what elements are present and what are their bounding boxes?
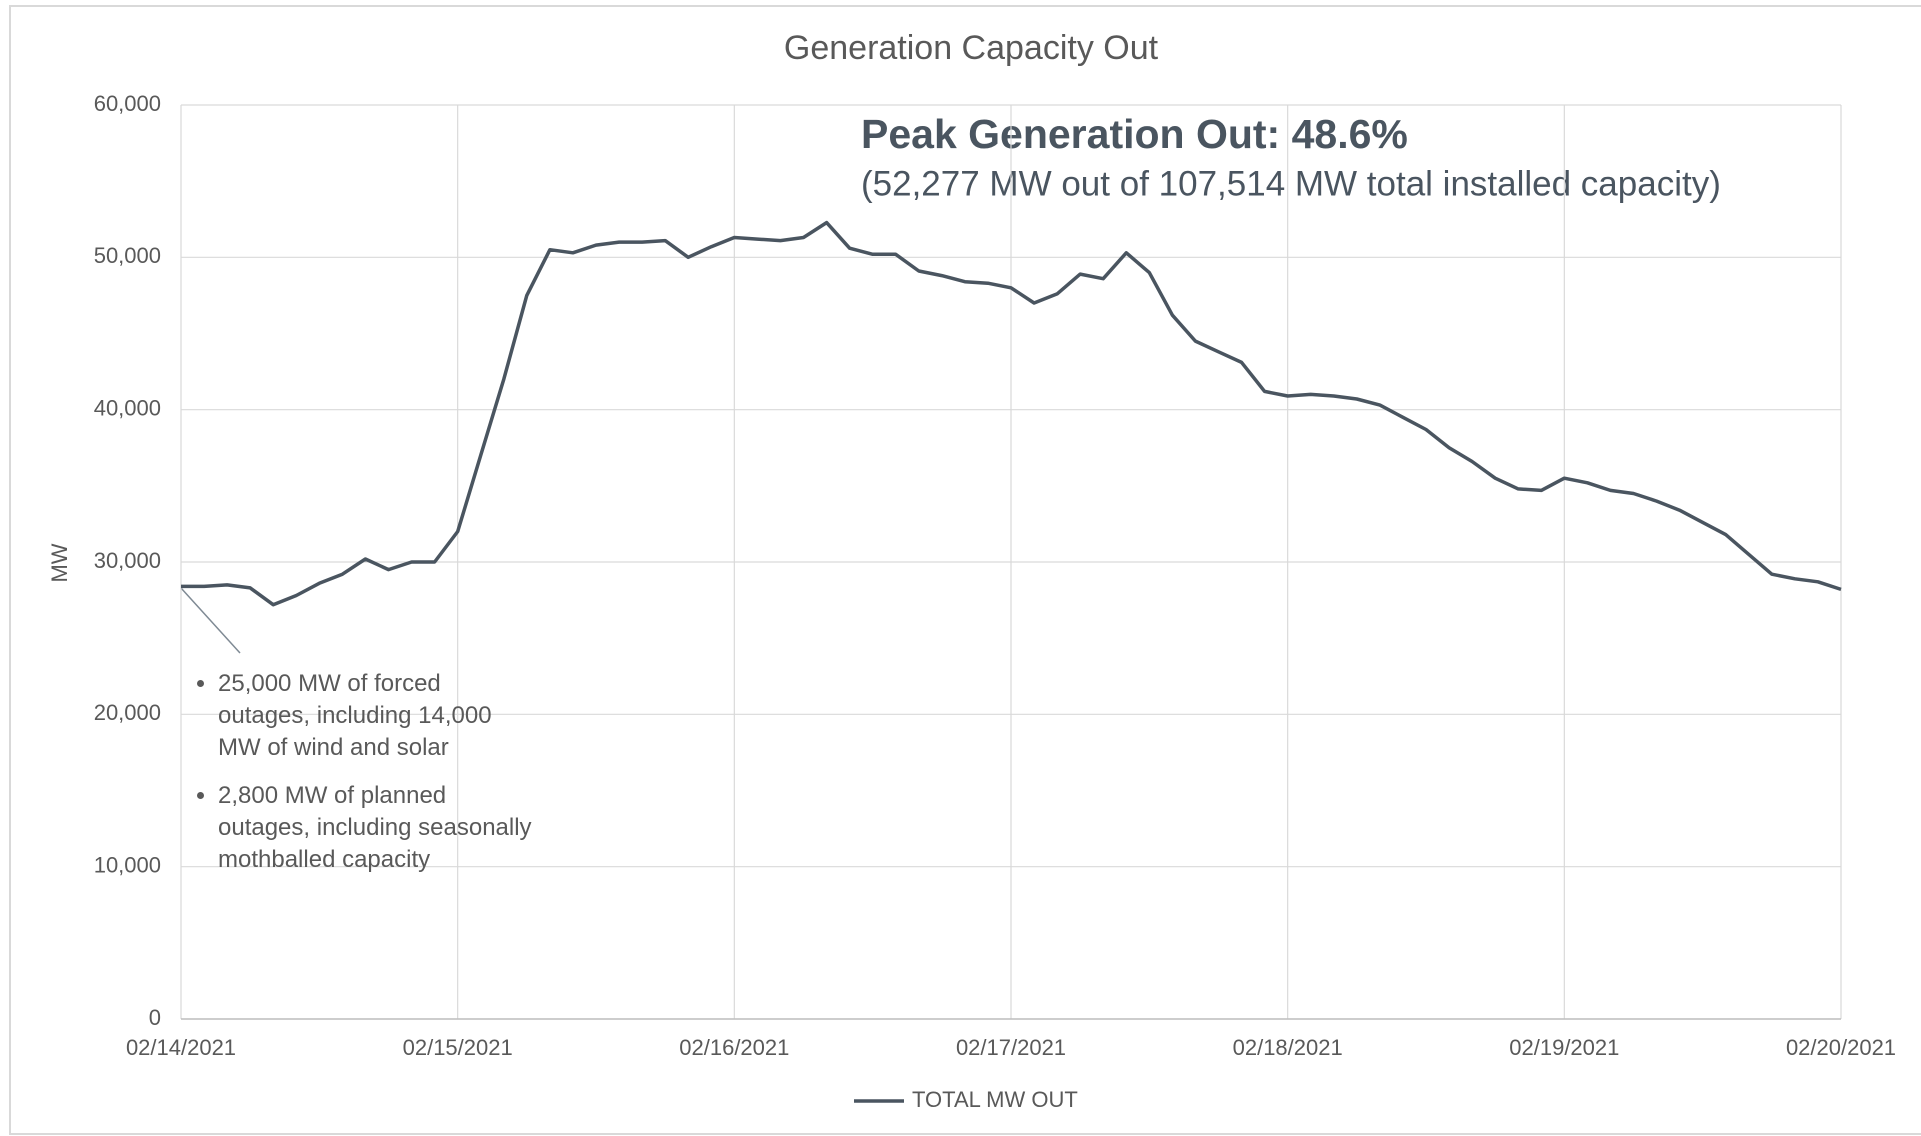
y-tick-label: 0 [149,1005,161,1030]
x-tick-label: 02/15/2021 [403,1035,513,1060]
annotation: 2,800 MW of planned outages, including s… [218,780,536,876]
annotation-list: 25,000 MW of forced outages, including 1… [204,668,536,892]
annotation: 25,000 MW of forced outages, including 1… [218,668,536,764]
callout-line [180,587,241,654]
x-tick-label: 02/18/2021 [1233,1035,1343,1060]
y-axis-label: MW [47,543,72,582]
frame [9,5,1921,1135]
headline: Peak Generation Out: 48.6% [861,111,1408,157]
legend-label: TOTAL MW OUT [912,1087,1078,1112]
chart-title: Generation Capacity Out [784,29,1159,67]
x-tick-label: 02/17/2021 [956,1035,1066,1060]
y-tick-label: 60,000 [94,91,161,116]
x-tick-label: 02/20/2021 [1786,1035,1896,1060]
y-tick-label: 10,000 [94,852,161,877]
y-tick-label: 20,000 [94,700,161,725]
y-tick-label: 50,000 [94,243,161,268]
x-tick-label: 02/19/2021 [1509,1035,1619,1060]
data-line [181,220,1842,607]
y-tick-label: 30,000 [94,548,161,573]
y-tick-label: 40,000 [94,395,161,420]
subline: (52,277 MW out of 107,514 MW total insta… [861,164,1721,203]
x-tick-label: 02/16/2021 [679,1035,789,1060]
x-tick-label: 02/14/2021 [126,1035,236,1060]
